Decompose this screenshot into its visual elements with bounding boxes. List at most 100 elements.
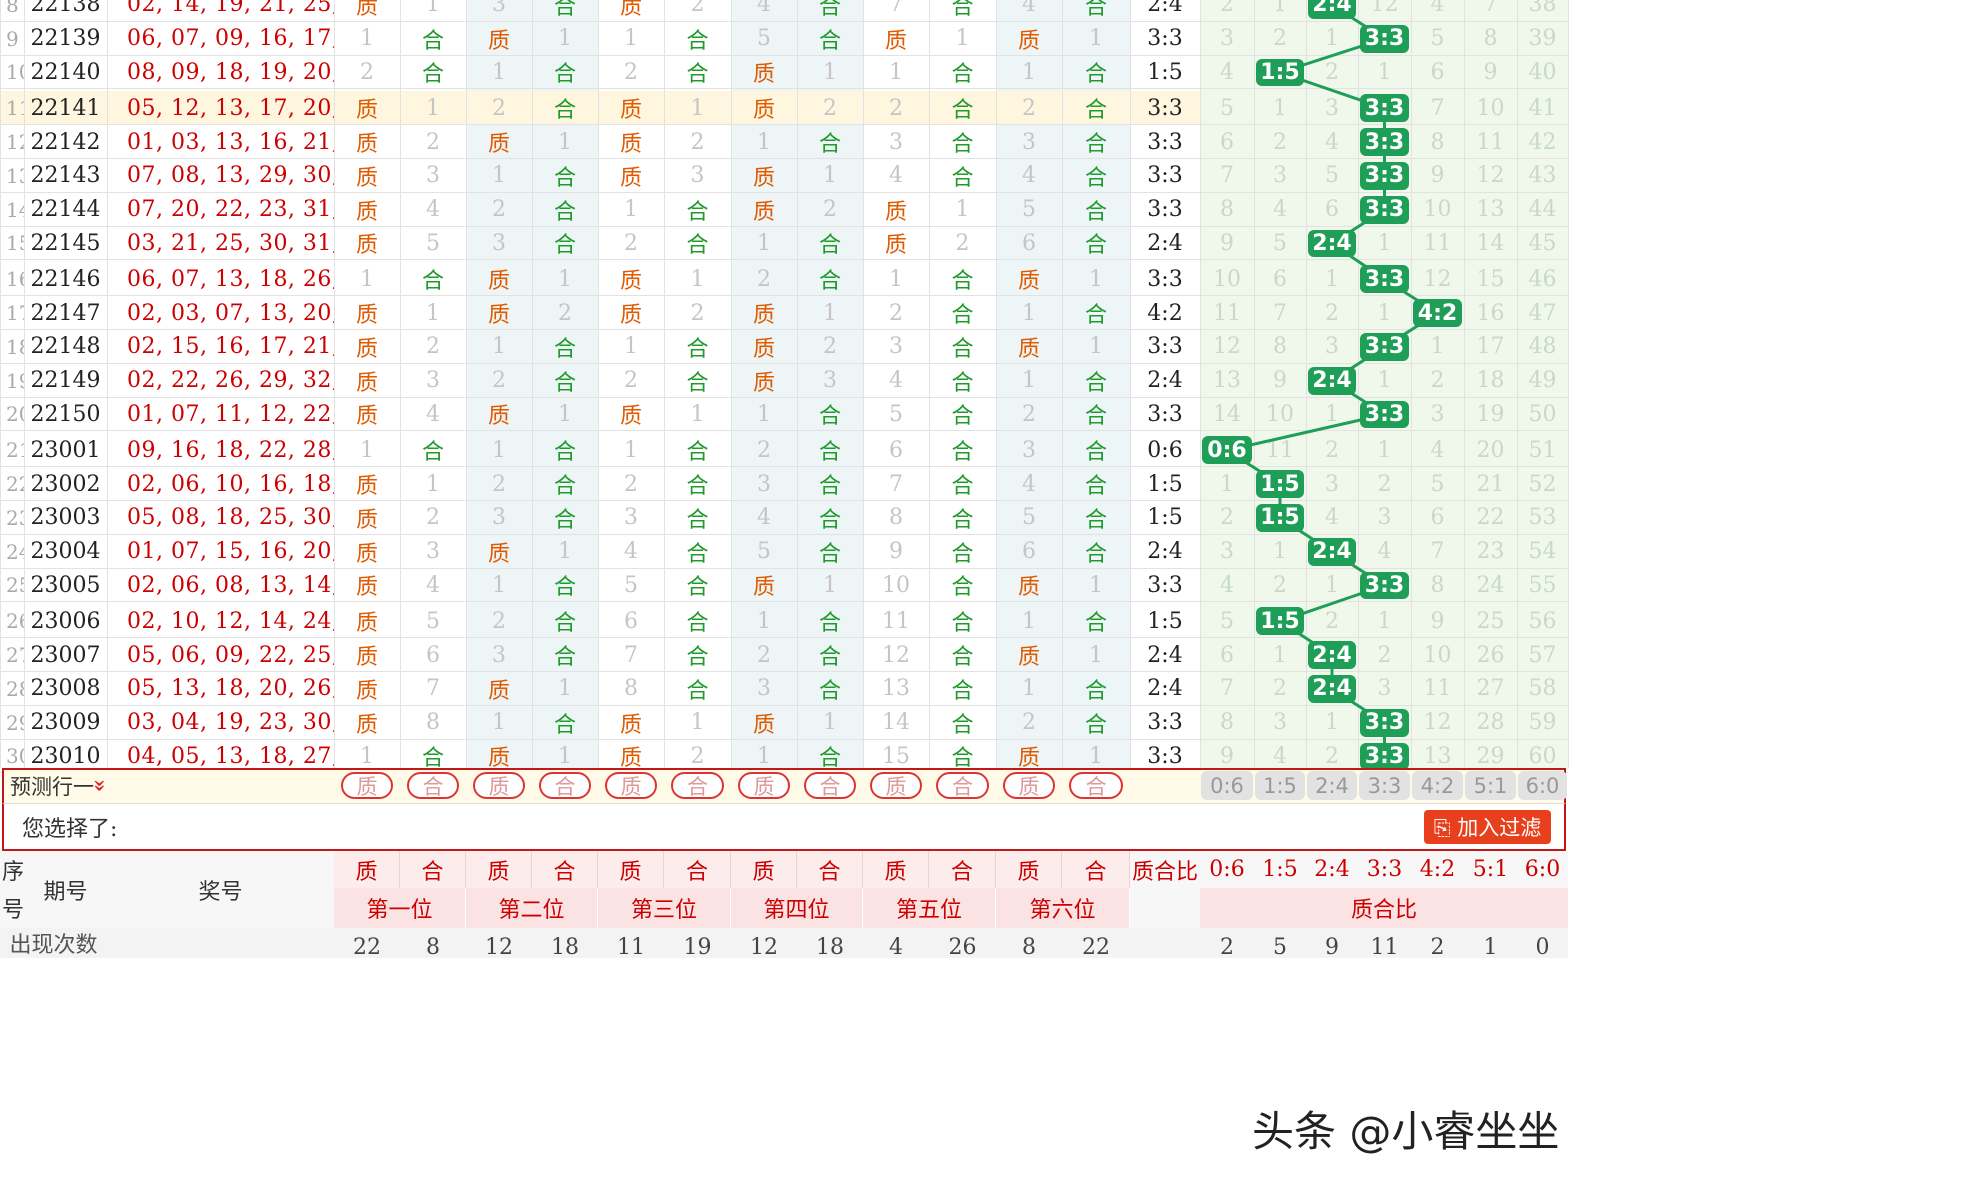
position-cell: 合 — [818, 541, 841, 567]
row-numbers: 01, 07, 11, 12, 22, 28|05 — [107, 398, 334, 432]
predict-ratio-button[interactable]: 5:1 — [1465, 771, 1516, 800]
predict-ratio-button[interactable]: 1:5 — [1255, 771, 1305, 800]
position-cell: 8 — [426, 710, 440, 736]
position-cell: 3 — [889, 129, 903, 155]
predict-toggle-button[interactable]: 质 — [473, 772, 525, 799]
predict-toggle-button[interactable]: 质 — [870, 772, 922, 799]
predict-toggle-button[interactable]: 质 — [605, 772, 657, 799]
position-cell: 质 — [619, 269, 642, 295]
add-filter-button[interactable]: ⎘ 加入过滤 — [1424, 810, 1551, 844]
predict-ratio-button[interactable]: 6:0 — [1518, 771, 1567, 800]
position-cell: 2 — [426, 334, 440, 360]
predict-ratio-button[interactable]: 4:2 — [1412, 771, 1463, 800]
position-cell: 合 — [1084, 132, 1107, 158]
ratio-miss-cell: 23 — [1476, 539, 1505, 565]
predict-toggle-button[interactable]: 合 — [1069, 772, 1123, 799]
ratio-miss-cell: 5 — [1273, 230, 1287, 256]
ratio-miss-cell: 9 — [1430, 608, 1445, 634]
column-divider — [1411, 0, 1412, 768]
position-cell: 合 — [421, 269, 444, 295]
predict-toggle-button[interactable]: 合 — [804, 772, 856, 799]
ratio-miss-cell: 54 — [1528, 539, 1557, 565]
ratio-miss-cell: 48 — [1528, 334, 1557, 360]
predict-ratio-button[interactable]: 3:3 — [1359, 771, 1410, 800]
position-cell: 2 — [624, 230, 638, 256]
ratio-miss-cell: 16 — [1476, 300, 1505, 326]
ratio-miss-cell: 47 — [1528, 300, 1557, 326]
position-cell: 合 — [818, 233, 841, 259]
predict-ratio-button[interactable]: 2:4 — [1307, 771, 1357, 800]
position-cell: 合 — [686, 62, 709, 88]
predict-toggle-button[interactable]: 合 — [539, 772, 591, 799]
column-divider — [1517, 0, 1518, 768]
ratio-miss-cell: 21 — [1476, 471, 1505, 497]
position-cell: 质 — [355, 678, 378, 704]
ratio-hit-badge: 3:3 — [1360, 742, 1409, 771]
position-cell: 质 — [619, 712, 642, 738]
header-zhihe: 质 — [334, 851, 400, 888]
position-cell: 2 — [492, 608, 506, 634]
position-cell: 合 — [951, 440, 974, 466]
row-issue: 22146 — [30, 266, 101, 292]
position-cell: 合 — [818, 645, 841, 671]
header-seq-2: 号 — [2, 898, 25, 923]
position-cell: 1 — [426, 95, 440, 121]
position-cell: 4 — [889, 163, 903, 189]
position-cell: 2 — [624, 471, 638, 497]
position-cell: 1 — [1022, 300, 1036, 326]
predict-toggle-button[interactable]: 合 — [671, 772, 724, 799]
red-numbers: 01, 07, 11, 12, 22, 28 — [127, 401, 334, 427]
expand-arrow-icon[interactable]: » — [88, 779, 105, 792]
ratio-miss-cell: 1 — [1377, 300, 1392, 326]
position-cell: 4 — [1022, 471, 1036, 497]
row-seq: 22 — [6, 472, 24, 497]
position-cell: 14 — [882, 710, 910, 736]
ratio-miss-cell: 2 — [1377, 471, 1392, 497]
ratio-miss-cell: 59 — [1528, 710, 1557, 736]
predict-toggle-button[interactable]: 合 — [407, 772, 459, 799]
row-numbers: 02, 22, 26, 29, 32, 33|14 — [107, 364, 334, 398]
ratio-hit-badge: 3:3 — [1360, 265, 1409, 294]
ratio-hit-badge: 3:3 — [1360, 162, 1409, 190]
ratio-miss-cell: 4 — [1325, 505, 1339, 531]
column-divider — [334, 0, 335, 768]
predict-ratio-button[interactable]: 0:6 — [1201, 771, 1253, 800]
row-issue: 22150 — [30, 401, 101, 427]
stats-value: 18 — [816, 934, 844, 960]
column-divider — [996, 0, 997, 768]
position-cell: 1 — [492, 163, 506, 189]
predict-toggle-button[interactable]: 质 — [738, 772, 790, 799]
position-cell: 质 — [752, 98, 775, 124]
position-cell: 质 — [355, 474, 378, 500]
position-cell: 11 — [882, 608, 910, 634]
predict-toggle-button[interactable]: 质 — [341, 772, 393, 799]
header-zhihe: 质 — [731, 851, 797, 888]
column-divider — [1062, 0, 1063, 768]
red-numbers: 02, 10, 12, 14, 24, 26 — [127, 608, 334, 634]
column-divider — [598, 0, 599, 768]
predict-toggle-button[interactable]: 质 — [1003, 772, 1055, 799]
ratio-miss-cell: 2 — [1325, 59, 1339, 85]
ratio-miss-cell: 3 — [1325, 471, 1339, 497]
header-ratio: 质合比 — [1131, 859, 1198, 885]
position-cell: 合 — [553, 199, 576, 225]
ratio-miss-cell: 8 — [1220, 197, 1234, 223]
ratio-miss-cell: 25 — [1476, 608, 1505, 634]
position-cell: 1 — [823, 572, 837, 598]
ratio-miss-cell: 2 — [1430, 368, 1445, 394]
row-divider — [0, 295, 1568, 297]
position-cell: 合 — [1084, 199, 1107, 225]
position-cell: 合 — [818, 440, 841, 466]
red-numbers: 02, 06, 10, 16, 18, 22 — [127, 471, 334, 497]
position-cell: 合 — [1084, 303, 1107, 329]
position-cell: 3 — [624, 505, 638, 531]
position-cell: 质 — [487, 404, 510, 430]
column-divider — [1358, 0, 1359, 768]
ratio-miss-cell: 7 — [1430, 95, 1445, 121]
ratio-miss-cell: 1 — [1377, 230, 1392, 256]
predict-toggle-button[interactable]: 合 — [936, 772, 989, 799]
ratio-miss-cell: 3 — [1220, 26, 1234, 52]
position-cell: 合 — [686, 370, 709, 396]
position-cell: 合 — [553, 474, 576, 500]
position-cell: 合 — [951, 541, 974, 567]
